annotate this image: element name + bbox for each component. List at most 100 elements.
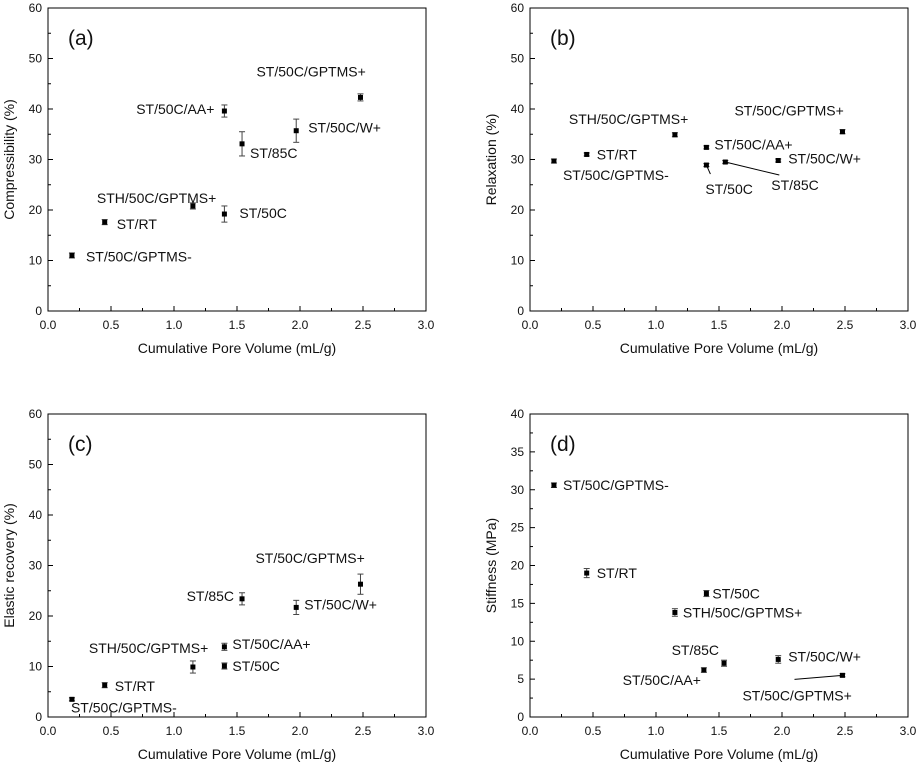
point-label: ST/RT <box>597 146 638 162</box>
point-label: ST/50C/W+ <box>788 151 861 167</box>
data-point <box>221 211 227 217</box>
y-tick-label: 20 <box>511 559 525 573</box>
x-axis-label: Cumulative Pore Volume (mL/g) <box>620 746 818 762</box>
x-tick-label: 1.0 <box>166 318 183 332</box>
data-point <box>190 203 196 209</box>
y-axis-label: Compressibility (%) <box>1 99 17 220</box>
point-label: ST/RT <box>117 216 158 232</box>
data-point <box>839 129 845 135</box>
y-tick-label: 10 <box>29 660 43 674</box>
y-tick-label: 0 <box>517 710 524 724</box>
data-point <box>221 108 227 114</box>
point-label: ST/50C/AA+ <box>136 101 214 117</box>
data-point <box>775 656 781 662</box>
point-label: ST/85C <box>250 145 297 161</box>
data-point <box>551 482 557 488</box>
y-tick-label: 20 <box>511 203 525 217</box>
x-tick-label: 0.0 <box>522 318 539 332</box>
point-label: ST/50C <box>232 658 279 674</box>
chart-panel-3: 0.0 0.5 1.0 1.5 2.0 2.5 3.0 0 10 20 30 40 50 60 Cumula… <box>1 407 435 762</box>
data-point <box>221 644 227 650</box>
panel-label: (c) <box>68 433 93 456</box>
y-tick-label: 60 <box>511 1 525 15</box>
y-tick-label: 0 <box>517 304 524 318</box>
point-label: ST/50C/W+ <box>308 120 381 136</box>
x-tick-label: 1.5 <box>711 724 728 738</box>
x-tick-label: 1.5 <box>711 318 728 332</box>
point-label: STH/50C/GPTMS+ <box>683 604 802 620</box>
x-tick-label: 2.0 <box>774 724 791 738</box>
x-tick-label: 3.0 <box>418 318 435 332</box>
chart-panel-1: 0.0 0.5 1.0 1.5 2.0 2.5 3.0 0 10 20 30 40 50 60 Cumula… <box>1 1 435 356</box>
panel-label: (b) <box>550 27 576 50</box>
point-label: ST/50C/GPTMS+ <box>255 550 364 566</box>
data-point <box>584 151 590 157</box>
data-point <box>69 252 75 258</box>
y-tick-label: 35 <box>511 445 525 459</box>
point-label: ST/50C/GPTMS- <box>71 699 177 715</box>
y-tick-label: 60 <box>29 407 43 421</box>
y-tick-label: 5 <box>517 672 524 686</box>
y-tick-label: 30 <box>511 153 525 167</box>
point-label: ST/RT <box>115 678 156 694</box>
data-point <box>102 682 108 688</box>
y-tick-label: 0 <box>35 710 42 724</box>
data-point <box>102 219 108 225</box>
y-tick-label: 30 <box>29 153 43 167</box>
x-tick-label: 3.0 <box>900 724 917 738</box>
point-label: STH/50C/GPTMS+ <box>89 640 208 656</box>
x-axis-label: Cumulative Pore Volume (mL/g) <box>620 340 818 356</box>
point-label: ST/50C/AA+ <box>623 672 701 688</box>
y-tick-label: 40 <box>511 407 525 421</box>
point-label: ST/50C <box>712 586 759 602</box>
x-tick-label: 1.5 <box>229 724 246 738</box>
x-tick-label: 2.5 <box>355 318 372 332</box>
data-point <box>672 132 678 138</box>
leader-line <box>705 164 711 175</box>
x-tick-label: 0.0 <box>522 724 539 738</box>
y-tick-label: 30 <box>29 559 43 573</box>
x-tick-label: 1.0 <box>648 318 665 332</box>
y-tick-label: 10 <box>511 254 525 268</box>
data-point <box>357 94 363 100</box>
data-point <box>703 591 709 597</box>
y-axis-label: Stiffness (MPa) <box>483 518 499 613</box>
panel-label: (a) <box>68 27 94 50</box>
data-point <box>190 664 196 670</box>
leader-line <box>725 161 780 176</box>
data-point <box>221 663 227 669</box>
y-axis-label: Relaxation (%) <box>483 114 499 206</box>
point-label: ST/50C/GPTMS+ <box>742 687 851 703</box>
point-label: ST/50C/W+ <box>788 648 861 664</box>
x-tick-label: 2.5 <box>355 724 372 738</box>
y-tick-label: 40 <box>29 508 43 522</box>
data-point <box>293 128 299 134</box>
point-label: ST/50C/GPTMS- <box>563 167 669 183</box>
y-tick-label: 50 <box>511 52 525 66</box>
point-label: ST/50C/GPTMS- <box>86 248 192 264</box>
y-tick-label: 0 <box>35 304 42 318</box>
data-point <box>239 596 245 602</box>
data-point <box>239 141 245 147</box>
y-axis-label: Elastic recovery (%) <box>1 503 17 627</box>
x-tick-label: 1.5 <box>229 318 246 332</box>
data-point <box>293 604 299 610</box>
data-point <box>584 570 590 576</box>
x-tick-label: 0.0 <box>40 724 57 738</box>
point-label: ST/85C <box>187 588 234 604</box>
x-tick-label: 0.5 <box>585 724 602 738</box>
y-tick-label: 50 <box>29 52 43 66</box>
y-tick-label: 60 <box>29 1 43 15</box>
point-label: STH/50C/GPTMS+ <box>569 111 688 127</box>
x-tick-label: 2.5 <box>837 318 854 332</box>
point-label: ST/50C/AA+ <box>232 636 310 652</box>
data-point <box>69 696 75 702</box>
x-tick-label: 0.5 <box>103 724 120 738</box>
y-tick-label: 10 <box>29 254 43 268</box>
x-tick-label: 2.0 <box>292 724 309 738</box>
leader-line <box>794 674 843 680</box>
plot-frame <box>529 413 909 718</box>
panel-label: (d) <box>550 433 576 456</box>
x-tick-label: 2.5 <box>837 724 854 738</box>
